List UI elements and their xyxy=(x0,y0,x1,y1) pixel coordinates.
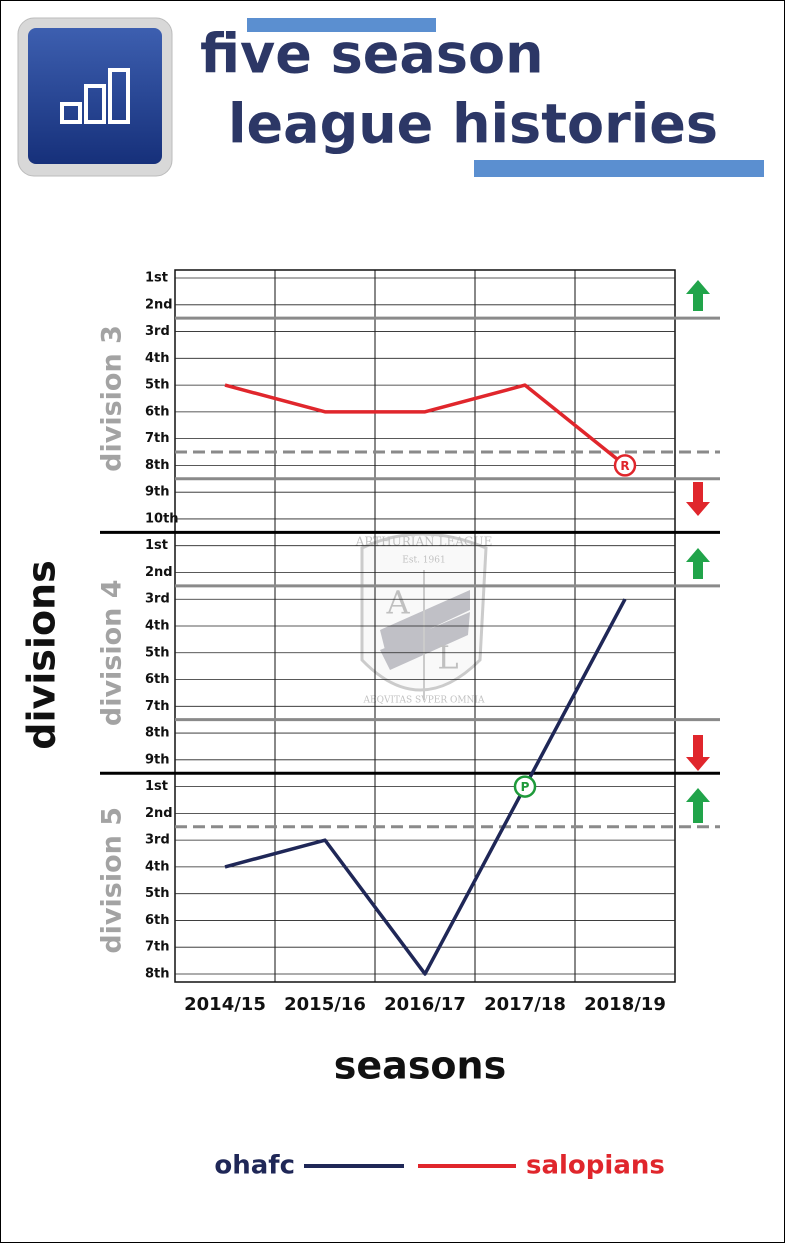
annotation-text: P xyxy=(521,780,530,794)
division-label: division 4 xyxy=(97,579,128,726)
y-tick-label: 2nd xyxy=(145,806,173,821)
y-tick-label: 9th xyxy=(145,485,170,500)
division-label: division 5 xyxy=(97,807,128,954)
y-tick-label: 3rd xyxy=(145,324,170,339)
arrows xyxy=(686,280,710,823)
x-tick-label: 2018/19 xyxy=(584,994,666,1015)
y-tick-label: 8th xyxy=(145,726,170,741)
y-tick-label: 5th xyxy=(145,645,170,660)
y-tick-label: 8th xyxy=(145,458,170,473)
y-tick-label: 9th xyxy=(145,752,170,767)
y-tick-label: 5th xyxy=(145,378,170,393)
annotation-marker xyxy=(613,454,637,477)
y-tick-label: 6th xyxy=(145,672,170,687)
y-tick-label: 3rd xyxy=(145,833,170,848)
x-axis-label: seasons xyxy=(334,1044,506,1088)
y-tick-label: 7th xyxy=(145,431,170,446)
title-accent xyxy=(247,18,436,32)
y-tick-label: 1st xyxy=(145,271,168,286)
annotation-marker xyxy=(513,775,537,798)
x-tick-label: 2015/16 xyxy=(284,994,366,1015)
y-tick-label: 7th xyxy=(145,940,170,955)
y-tick-label: 2nd xyxy=(145,297,173,312)
watermark-text: A xyxy=(385,584,410,622)
annotation-text: R xyxy=(620,459,629,473)
legend-label: salopians xyxy=(526,1151,665,1181)
watermark-text: ARTHURIAN LEAGUE xyxy=(355,535,493,549)
y-tick-label: 1st xyxy=(145,538,168,553)
x-tick-label: 2016/17 xyxy=(384,994,466,1015)
division-label: division 3 xyxy=(97,325,128,472)
y-tick-label: 5th xyxy=(145,886,170,901)
y-tick-label: 6th xyxy=(145,913,170,928)
y-tick-label: 10th xyxy=(145,511,179,526)
y-tick-label: 3rd xyxy=(145,592,170,607)
x-tick-label: 2017/18 xyxy=(484,994,566,1015)
y-axis-label: divisions xyxy=(20,560,64,749)
y-tick-label: 4th xyxy=(145,351,170,366)
series-line xyxy=(224,598,627,976)
title-accent xyxy=(474,160,764,177)
title: league histories xyxy=(228,93,718,156)
legend-label: ohafc xyxy=(214,1151,295,1181)
title: five season xyxy=(200,23,544,86)
y-tick-label: 6th xyxy=(145,404,170,419)
y-tick-label: 4th xyxy=(145,619,170,634)
watermark-text: L xyxy=(437,639,458,677)
y-tick-label: 1st xyxy=(145,779,168,794)
watermark: ARTHURIAN LEAGUE Est. 1961 AL AEQVITAS SVPE… xyxy=(355,532,493,706)
x-tick-label: 2014/15 xyxy=(184,994,266,1015)
y-tick-label: 2nd xyxy=(145,565,173,580)
series-line xyxy=(224,383,627,467)
y-tick-label: 8th xyxy=(145,966,170,981)
app-icon xyxy=(17,17,173,177)
watermark-text: AEQVITAS SVPER OMNIA xyxy=(363,696,485,706)
y-tick-label: 7th xyxy=(145,699,170,714)
y-tick-label: 4th xyxy=(145,859,170,874)
watermark-text: Est. 1961 xyxy=(402,556,445,566)
